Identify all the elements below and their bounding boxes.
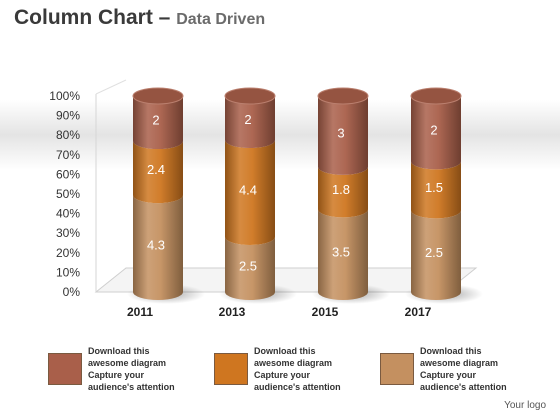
y-tick-label: 10%: [56, 265, 80, 279]
y-tick-label: 30%: [56, 226, 80, 240]
bar-segment: [133, 195, 183, 300]
data-label: 4.3: [147, 238, 165, 253]
legend-line: audience's attention: [254, 382, 341, 392]
y-tick-label: 50%: [56, 187, 80, 201]
bar-segment: [411, 96, 461, 170]
y-tick-label: 80%: [56, 128, 80, 142]
bar-segment: [225, 96, 275, 149]
bar-segment: [411, 210, 461, 300]
data-label: 2: [430, 123, 437, 138]
legend-line: awesome diagram: [254, 358, 333, 368]
bar-segment: [318, 166, 368, 218]
legend-text-1: Download this awesome diagram Capture yo…: [88, 345, 208, 393]
legend-line: awesome diagram: [88, 358, 167, 368]
cylinder-top: [410, 87, 462, 105]
data-label: 2.4: [147, 162, 165, 177]
bar-segment: [225, 236, 275, 300]
x-tick-label: 2013: [219, 305, 246, 319]
legend-swatch-2: [214, 353, 248, 385]
page-title: Column Chart – Data Driven: [14, 6, 265, 30]
title-main: Column Chart: [14, 6, 153, 29]
y-tick-label: 70%: [56, 148, 80, 162]
bar-segment: [318, 209, 368, 300]
bar-segment: [225, 140, 275, 245]
data-label: 2: [244, 112, 251, 127]
legend-text-2: Download this awesome diagram Capture yo…: [254, 345, 374, 393]
y-tick-label: 20%: [56, 246, 80, 260]
data-label: 2: [152, 113, 159, 128]
footer-logo-text: Your logo: [504, 400, 546, 411]
x-tick-label: 2011: [127, 305, 153, 319]
title-sub: Data Driven: [176, 11, 266, 28]
x-tick-label: 2017: [405, 305, 432, 319]
y-tick-label: 0%: [63, 285, 81, 299]
legend-line: awesome diagram: [420, 358, 499, 368]
bar-segment: [318, 96, 368, 175]
legend-line: audience's attention: [88, 382, 175, 392]
data-label: 2.5: [425, 245, 443, 260]
cylinder-top: [317, 87, 369, 105]
legend-line: Capture your: [254, 370, 311, 380]
data-label: 3: [337, 125, 344, 140]
bar-segment: [133, 96, 183, 150]
back-wall-edge: [95, 79, 127, 95]
legend-text-3: Download this awesome diagram Capture yo…: [420, 345, 540, 393]
bar-segment: [411, 161, 461, 219]
x-tick-label: 2015: [312, 305, 339, 319]
legend-line: Capture your: [420, 370, 477, 380]
y-tick-label: 100%: [49, 89, 80, 103]
legend-line: Download this: [254, 346, 316, 356]
cylinder-top: [224, 87, 276, 105]
y-tick-label: 60%: [56, 167, 80, 181]
legend-line: Download this: [88, 346, 150, 356]
legend-line: Capture your: [88, 370, 145, 380]
bar-segment: [133, 141, 183, 204]
legend-line: Download this: [420, 346, 482, 356]
y-tick-label: 40%: [56, 207, 80, 221]
background-band: [0, 100, 560, 170]
legend-swatch-1: [48, 353, 82, 385]
data-label: 4.4: [239, 182, 257, 197]
y-tick-label: 90%: [56, 109, 80, 123]
data-label: 1.8: [332, 182, 350, 197]
legend-swatch-3: [380, 353, 414, 385]
data-label: 1.5: [425, 180, 443, 195]
cylinder-top: [132, 87, 184, 105]
legend-line: audience's attention: [420, 382, 507, 392]
data-label: 2.5: [239, 258, 257, 273]
data-label: 3.5: [332, 245, 350, 260]
title-dash: –: [152, 6, 177, 29]
